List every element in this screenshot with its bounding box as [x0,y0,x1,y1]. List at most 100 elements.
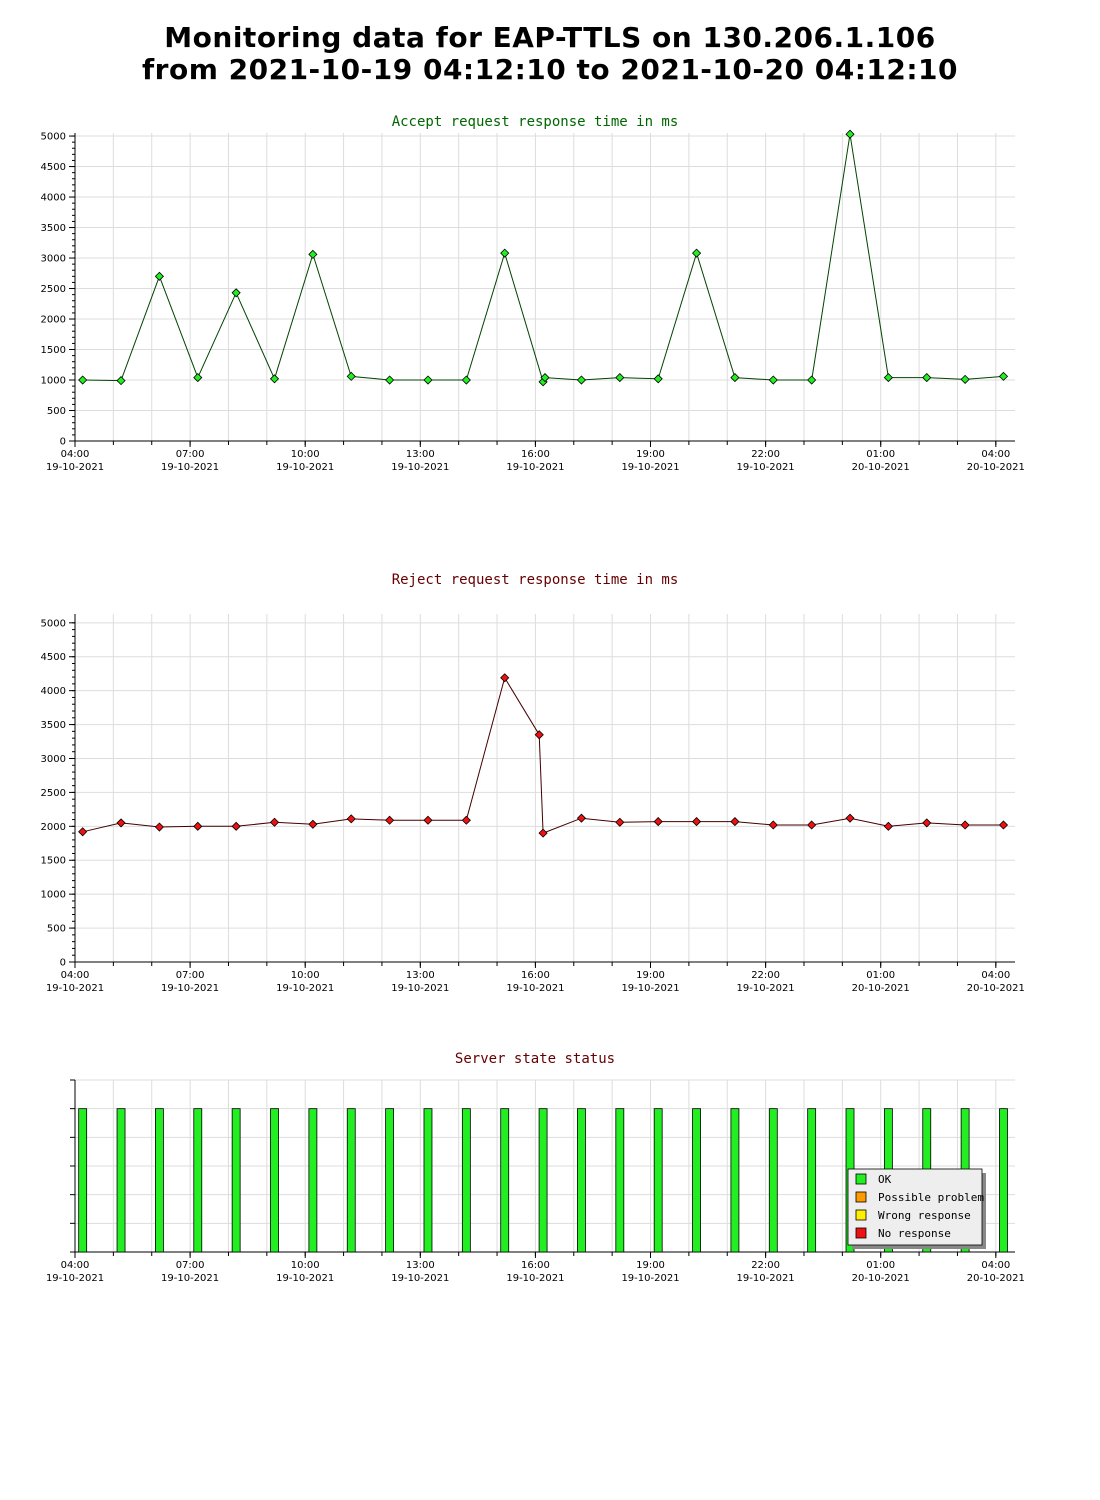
x-tick-date: 19-10-2021 [276,983,334,994]
status-bar [308,1108,318,1253]
y-tick-label: 3000 [41,754,66,765]
x-tick-date: 19-10-2021 [621,983,679,994]
x-tick-date: 19-10-2021 [621,462,679,473]
data-point [540,373,550,383]
chart-title: Server state status [455,1051,615,1067]
status-bar [231,1108,241,1253]
x-axis-0: 04:00 19-10-2021 07:00 19-10-2021 10:00 19-10… [46,440,1025,473]
x-tick-time: 16:00 [521,1260,550,1271]
data-point [78,375,88,385]
x-axis-1: 04:00 19-10-2021 07:00 19-10-2021 10:00 19-10… [46,961,1025,994]
x-tick-time: 04:00 [981,449,1010,460]
legend-swatch [855,1173,867,1185]
data-point [615,373,625,383]
x-tick-time: 04:00 [61,449,90,460]
data-point [960,374,970,384]
data-point [193,373,203,383]
y-axis-0: 0 500 1000 1500 2000 2500 3000 3500 4000 4500 5000 [41,132,76,448]
x-tick-time: 13:00 [406,449,435,460]
data-point [730,373,740,383]
x-tick-date: 19-10-2021 [391,462,449,473]
x-tick-time: 19:00 [636,1260,665,1271]
y-axis-2 [70,1079,76,1253]
data-point [960,820,970,830]
x-tick-date: 20-10-2021 [852,462,910,473]
data-point [78,827,88,837]
x-tick-time: 22:00 [751,970,780,981]
page-title: Monitoring data for EAP-TTLS on 130.206.… [0,22,1100,86]
x-tick-date: 19-10-2021 [161,462,219,473]
data-point [269,817,280,827]
status-bar [692,1108,701,1253]
x-tick-date: 19-10-2021 [161,1273,219,1284]
chart-title: Reject request response time in ms [392,572,679,588]
y-tick-label: 0 [60,958,66,969]
x-tick-date: 20-10-2021 [967,1273,1025,1284]
data-point [193,821,203,831]
data-point [231,821,241,831]
y-tick-label: 1000 [41,890,66,901]
x-tick-date: 19-10-2021 [621,1273,679,1284]
data-point [922,373,932,383]
x-tick-date: 20-10-2021 [967,983,1025,994]
data-point [346,814,356,824]
status-bar [730,1108,740,1253]
x-axis-2: 04:00 19-10-2021 07:00 19-10-2021 10:00 19-10… [46,1251,1025,1284]
x-tick-time: 13:00 [406,1260,435,1271]
y-tick-label: 4500 [41,652,66,663]
data-point [154,822,164,832]
data-point [500,248,510,258]
x-tick-time: 04:00 [981,1260,1010,1271]
y-tick-label: 1500 [41,856,66,867]
status-bar [577,1108,586,1253]
data-point [116,818,126,828]
x-tick-date: 20-10-2021 [852,1273,910,1284]
y-tick-label: 0 [60,437,66,448]
x-tick-date: 19-10-2021 [737,462,795,473]
x-tick-date: 19-10-2021 [737,1273,795,1284]
x-tick-date: 19-10-2021 [46,1273,104,1284]
x-tick-time: 10:00 [291,970,320,981]
data-point [423,375,433,385]
x-tick-time: 19:00 [636,970,665,981]
data-point [615,817,625,827]
grid-1 [74,614,1015,963]
x-tick-time: 16:00 [521,449,550,460]
x-tick-time: 10:00 [291,449,320,460]
data-point [385,375,395,385]
x-tick-time: 07:00 [176,449,205,460]
y-tick-label: 2000 [41,822,66,833]
data-point [385,815,395,825]
data-point [807,820,817,830]
data-point [691,817,702,827]
y-tick-label: 4000 [41,193,66,204]
page-title-line2: from 2021-10-19 04:12:10 to 2021-10-20 0… [141,53,959,86]
status-bar [653,1108,663,1253]
x-tick-time: 01:00 [866,1260,895,1271]
y-axis-1: 0 500 1000 1500 2000 2500 3000 3500 4000 4500 5000 [41,614,76,969]
data-point [534,730,544,740]
x-tick-date: 19-10-2021 [391,983,449,994]
status-bar [999,1108,1008,1253]
status-bar [500,1108,510,1253]
x-tick-date: 20-10-2021 [852,983,910,994]
data-point [308,819,318,829]
data-point [308,249,318,259]
status-bar [807,1108,817,1253]
y-tick-label: 500 [47,406,66,417]
x-tick-time: 07:00 [176,970,205,981]
legend-label: No response [878,1227,951,1240]
x-tick-time: 04:00 [61,1260,90,1271]
y-tick-label: 3500 [41,720,66,731]
x-tick-date: 19-10-2021 [737,983,795,994]
x-tick-date: 19-10-2021 [506,462,564,473]
x-tick-time: 01:00 [866,449,895,460]
status-bar [615,1108,625,1253]
data-point [653,374,663,384]
x-tick-time: 13:00 [406,970,435,981]
x-tick-date: 19-10-2021 [506,1273,564,1284]
legend-label: OK [878,1173,892,1186]
data-point [346,371,356,381]
status-bar [538,1108,548,1253]
